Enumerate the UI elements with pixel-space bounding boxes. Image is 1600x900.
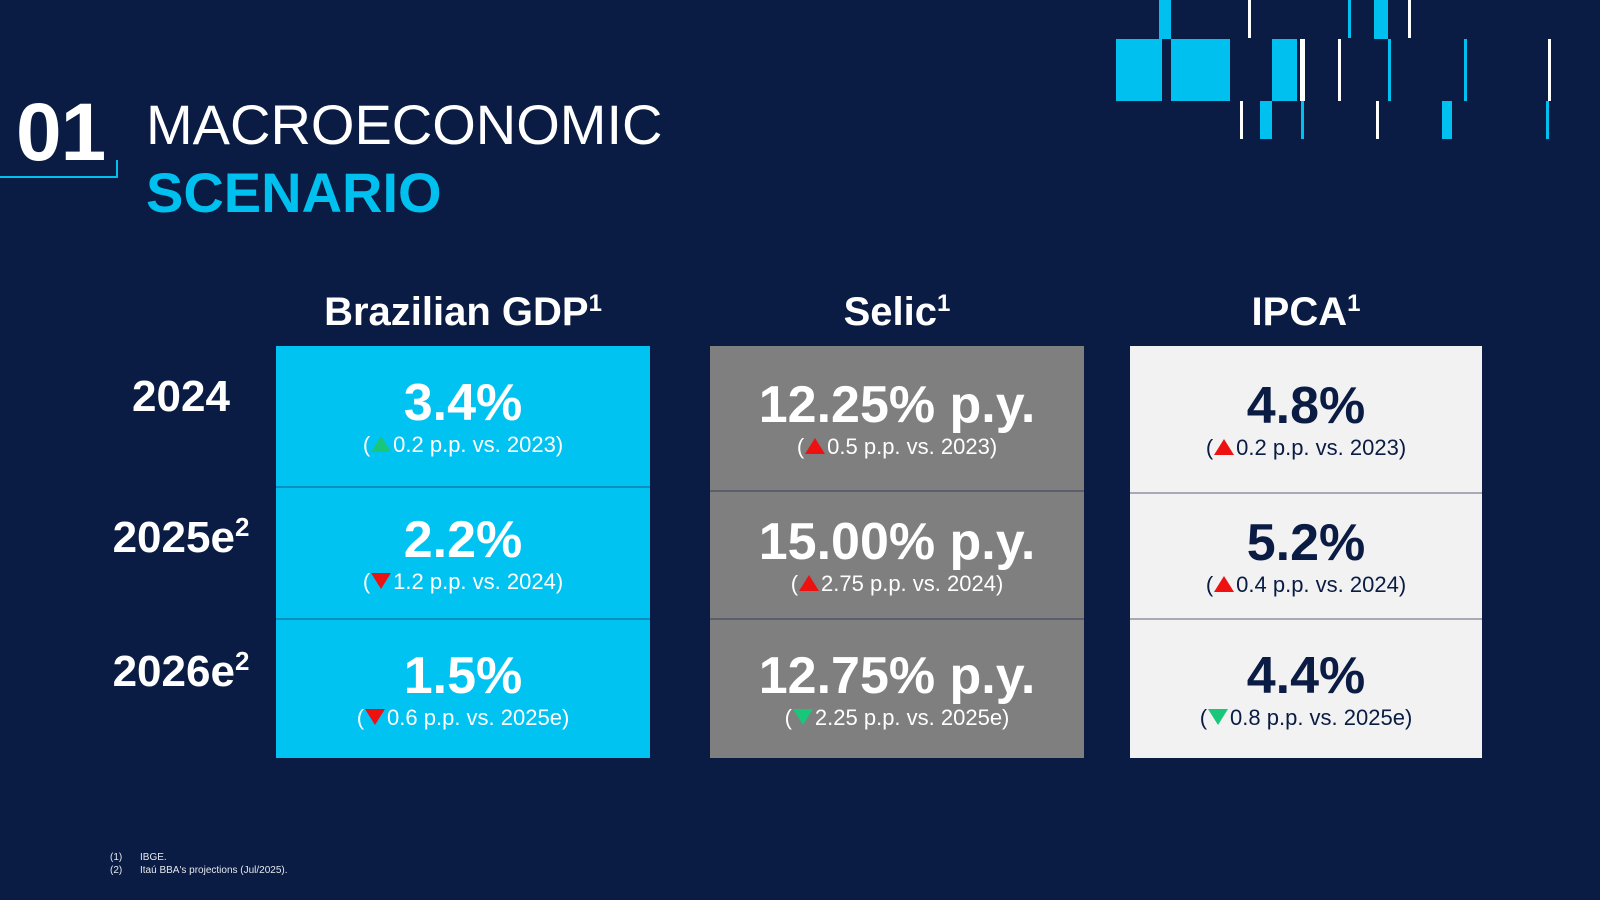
column-header-gdp: Brazilian GDP1 [324,290,602,334]
row-divider [1130,492,1482,494]
selic-cell-2024: 12.25% p.y. (0.5 p.p. vs. 2023) [710,346,1084,490]
selic-change: (2.25 p.p. vs. 2025e) [784,705,1010,730]
ipca-value: 4.4% [1246,647,1366,705]
row-divider [1130,618,1482,620]
ipca-change: (0.8 p.p. vs. 2025e) [1199,705,1413,730]
section-underline [0,176,118,178]
ipca-cell-2026e: 4.4% (0.8 p.p. vs. 2025e) [1130,620,1482,758]
section-underline-tick [116,160,118,178]
up-green-icon [371,436,392,452]
gdp-change: (0.2 p.p. vs. 2023) [362,432,564,457]
up-red-icon [805,438,826,454]
selic-value: 12.25% p.y. [758,376,1036,434]
gdp-change: (0.6 p.p. vs. 2025e) [356,705,570,730]
row-divider [276,618,650,620]
gdp-panel: 3.4% (0.2 p.p. vs. 2023) 2.2% (1.2 p.p. … [276,346,650,758]
footnote-2: (2) Itaú BBA's projections (Jul/2025). [110,865,288,876]
ipca-value: 5.2% [1246,514,1366,572]
row-label-2026e: 2026e2 [112,646,250,696]
ipca-value: 4.8% [1246,377,1366,435]
row-label-2025e: 2025e2 [112,512,250,562]
footnote-1: (1) IBGE. [110,852,167,863]
gdp-change: (1.2 p.p. vs. 2024) [362,569,564,594]
row-label-2024: 2024 [132,372,230,421]
column-header-selic: Selic1 [843,290,951,334]
gdp-value: 1.5% [403,647,523,705]
selic-value: 12.75% p.y. [758,647,1036,705]
gdp-cell-2025e: 2.2% (1.2 p.p. vs. 2024) [276,488,650,618]
row-divider [276,486,650,488]
down-red-icon [365,709,386,725]
up-red-icon [1214,576,1235,592]
down-red-icon [371,573,392,589]
ipca-cell-2025e: 5.2% (0.4 p.p. vs. 2024) [1130,494,1482,618]
ipca-change: (0.2 p.p. vs. 2023) [1205,435,1407,460]
gdp-value: 3.4% [403,374,523,432]
gdp-cell-2024: 3.4% (0.2 p.p. vs. 2023) [276,346,650,486]
up-red-icon [799,575,820,591]
row-divider [710,618,1084,620]
row-divider [710,490,1084,492]
selic-change: (0.5 p.p. vs. 2023) [796,434,998,459]
section-number: 01 [16,87,106,178]
selic-value: 15.00% p.y. [758,513,1036,571]
page-title-line1: MACROECONOMIC [146,93,663,156]
gdp-value: 2.2% [403,511,523,569]
up-red-icon [1214,439,1235,455]
selic-cell-2026e: 12.75% p.y. (2.25 p.p. vs. 2025e) [710,620,1084,758]
selic-panel: 12.25% p.y. (0.5 p.p. vs. 2023) 15.00% p… [710,346,1084,758]
down-green-icon [792,709,813,725]
down-green-icon [1208,709,1229,725]
column-header-ipca: IPCA1 [1251,290,1361,334]
footnotes: (1) IBGE. (2) Itaú BBA's projections (Jul/… [110,851,288,877]
ipca-change: (0.4 p.p. vs. 2024) [1205,572,1407,597]
selic-cell-2025e: 15.00% p.y. (2.75 p.p. vs. 2024) [710,492,1084,618]
ipca-panel: 4.8% (0.2 p.p. vs. 2023) 5.2% (0.4 p.p. … [1130,346,1482,758]
page-title-line2: SCENARIO [146,161,442,224]
ipca-cell-2024: 4.8% (0.2 p.p. vs. 2023) [1130,346,1482,492]
gdp-cell-2026e: 1.5% (0.6 p.p. vs. 2025e) [276,620,650,758]
selic-change: (2.75 p.p. vs. 2024) [790,571,1004,596]
